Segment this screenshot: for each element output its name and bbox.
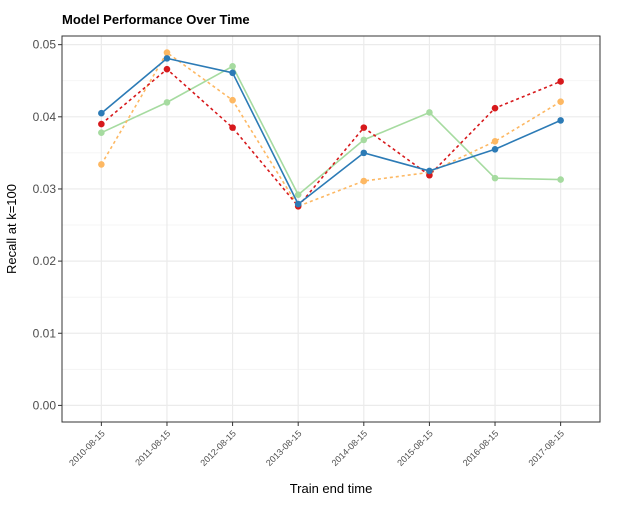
plot-panel-border bbox=[61, 35, 601, 423]
series-1-point bbox=[426, 109, 433, 116]
series-line-2 bbox=[100, 51, 562, 208]
x-axis-label: Train end time bbox=[290, 481, 373, 496]
x-tick-label: 2012-08-15 bbox=[198, 428, 238, 468]
x-axis: 2010-08-15 2011-08-15 2012-08-15 2013-08-15… bbox=[67, 422, 566, 468]
series-1-point bbox=[229, 63, 236, 70]
series-line-1 bbox=[101, 65, 561, 196]
y-tick-label: 0.05 bbox=[33, 38, 57, 52]
series-3-point bbox=[360, 124, 368, 131]
x-tick-label: 2011-08-15 bbox=[133, 428, 172, 467]
series-2-point bbox=[98, 161, 105, 168]
y-axis-label: Recall at k=100 bbox=[4, 184, 19, 274]
series-2-point bbox=[491, 138, 499, 145]
series-2-point bbox=[229, 96, 236, 104]
series-1-point bbox=[557, 176, 564, 183]
x-tick-label: 2014-08-15 bbox=[330, 428, 370, 468]
y-tick-label: 0.01 bbox=[33, 326, 57, 340]
series-line-4 bbox=[100, 57, 561, 205]
series-1-point bbox=[294, 191, 302, 199]
series-2-point bbox=[360, 177, 368, 185]
series-4-point bbox=[294, 200, 302, 208]
series-line-3 bbox=[100, 68, 561, 208]
series-lines bbox=[100, 51, 562, 208]
series-3-point bbox=[229, 124, 236, 131]
series-4-point bbox=[491, 145, 499, 153]
series-4-point bbox=[426, 167, 433, 175]
series-3-point bbox=[163, 65, 171, 73]
series-3-point bbox=[557, 78, 564, 85]
y-axis: 0.00 0.01 0.02 0.03 0.04 0.05 bbox=[33, 38, 62, 412]
series-4-point bbox=[229, 69, 236, 77]
series-3-point bbox=[491, 104, 499, 112]
x-tick-label: 2015-08-15 bbox=[395, 428, 435, 468]
x-tick-label: 2013-08-15 bbox=[264, 428, 304, 468]
series-2-point bbox=[557, 98, 564, 105]
series-2-point bbox=[163, 49, 171, 56]
series-4-point bbox=[163, 55, 171, 62]
series-1-point bbox=[491, 174, 499, 182]
series-1-point bbox=[360, 136, 368, 144]
data-points bbox=[98, 49, 564, 210]
x-tick-label: 2010-08-15 bbox=[67, 428, 107, 468]
chart-title: Model Performance Over Time bbox=[62, 12, 250, 27]
series-3-point bbox=[98, 120, 105, 128]
y-tick-label: 0.04 bbox=[33, 110, 57, 124]
y-tick-label: 0.00 bbox=[33, 398, 57, 412]
series-4-point bbox=[557, 117, 564, 124]
y-tick-label: 0.02 bbox=[33, 254, 57, 268]
x-tick-label: 2017-08-15 bbox=[526, 428, 566, 468]
series-4-point bbox=[360, 149, 368, 157]
grid bbox=[62, 36, 600, 422]
series-1-point bbox=[163, 99, 171, 106]
x-tick-label: 2016-08-15 bbox=[461, 428, 501, 468]
series-1-point bbox=[98, 129, 105, 136]
y-tick-label: 0.03 bbox=[33, 182, 57, 196]
series-4-point bbox=[98, 109, 105, 117]
